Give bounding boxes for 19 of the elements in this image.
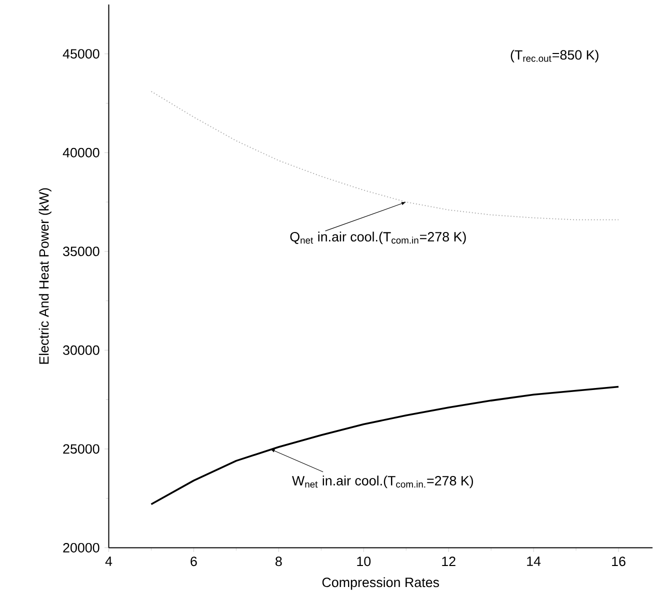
y-tick-label: 25000: [63, 444, 100, 454]
y-tick-label: 40000: [62, 148, 100, 158]
y-tick-label: 20000: [63, 543, 100, 553]
line-series: [150, 91, 620, 220]
x-tick-label: 10: [357, 556, 371, 566]
y-tick-label: 30000: [63, 346, 100, 356]
annotation: (T$_{rec.out}$=850 K): [510, 50, 598, 63]
x-tick-label: 14: [527, 556, 541, 566]
x-tick-label: 6: [190, 556, 197, 566]
x-tick-label: 4: [105, 556, 112, 566]
x-tick-label: 16: [612, 556, 626, 566]
y-tick-label: 45000: [62, 49, 100, 59]
y-tick-label: 35000: [63, 246, 100, 256]
x-axis-title: Compression Rates: [322, 577, 440, 590]
x-tick-label: 8: [276, 556, 282, 566]
annotation: Q$_{net}$ in.air cool.(T$_{com.in}$=278 K): [290, 232, 466, 244]
y-axis-title: Electric And Heat Power (kW): [38, 188, 52, 364]
annotation: W$_{net}$ in.air cool.(T$_{com.in.}$=278 K): [292, 476, 474, 488]
x-tick-label: 12: [442, 556, 456, 566]
